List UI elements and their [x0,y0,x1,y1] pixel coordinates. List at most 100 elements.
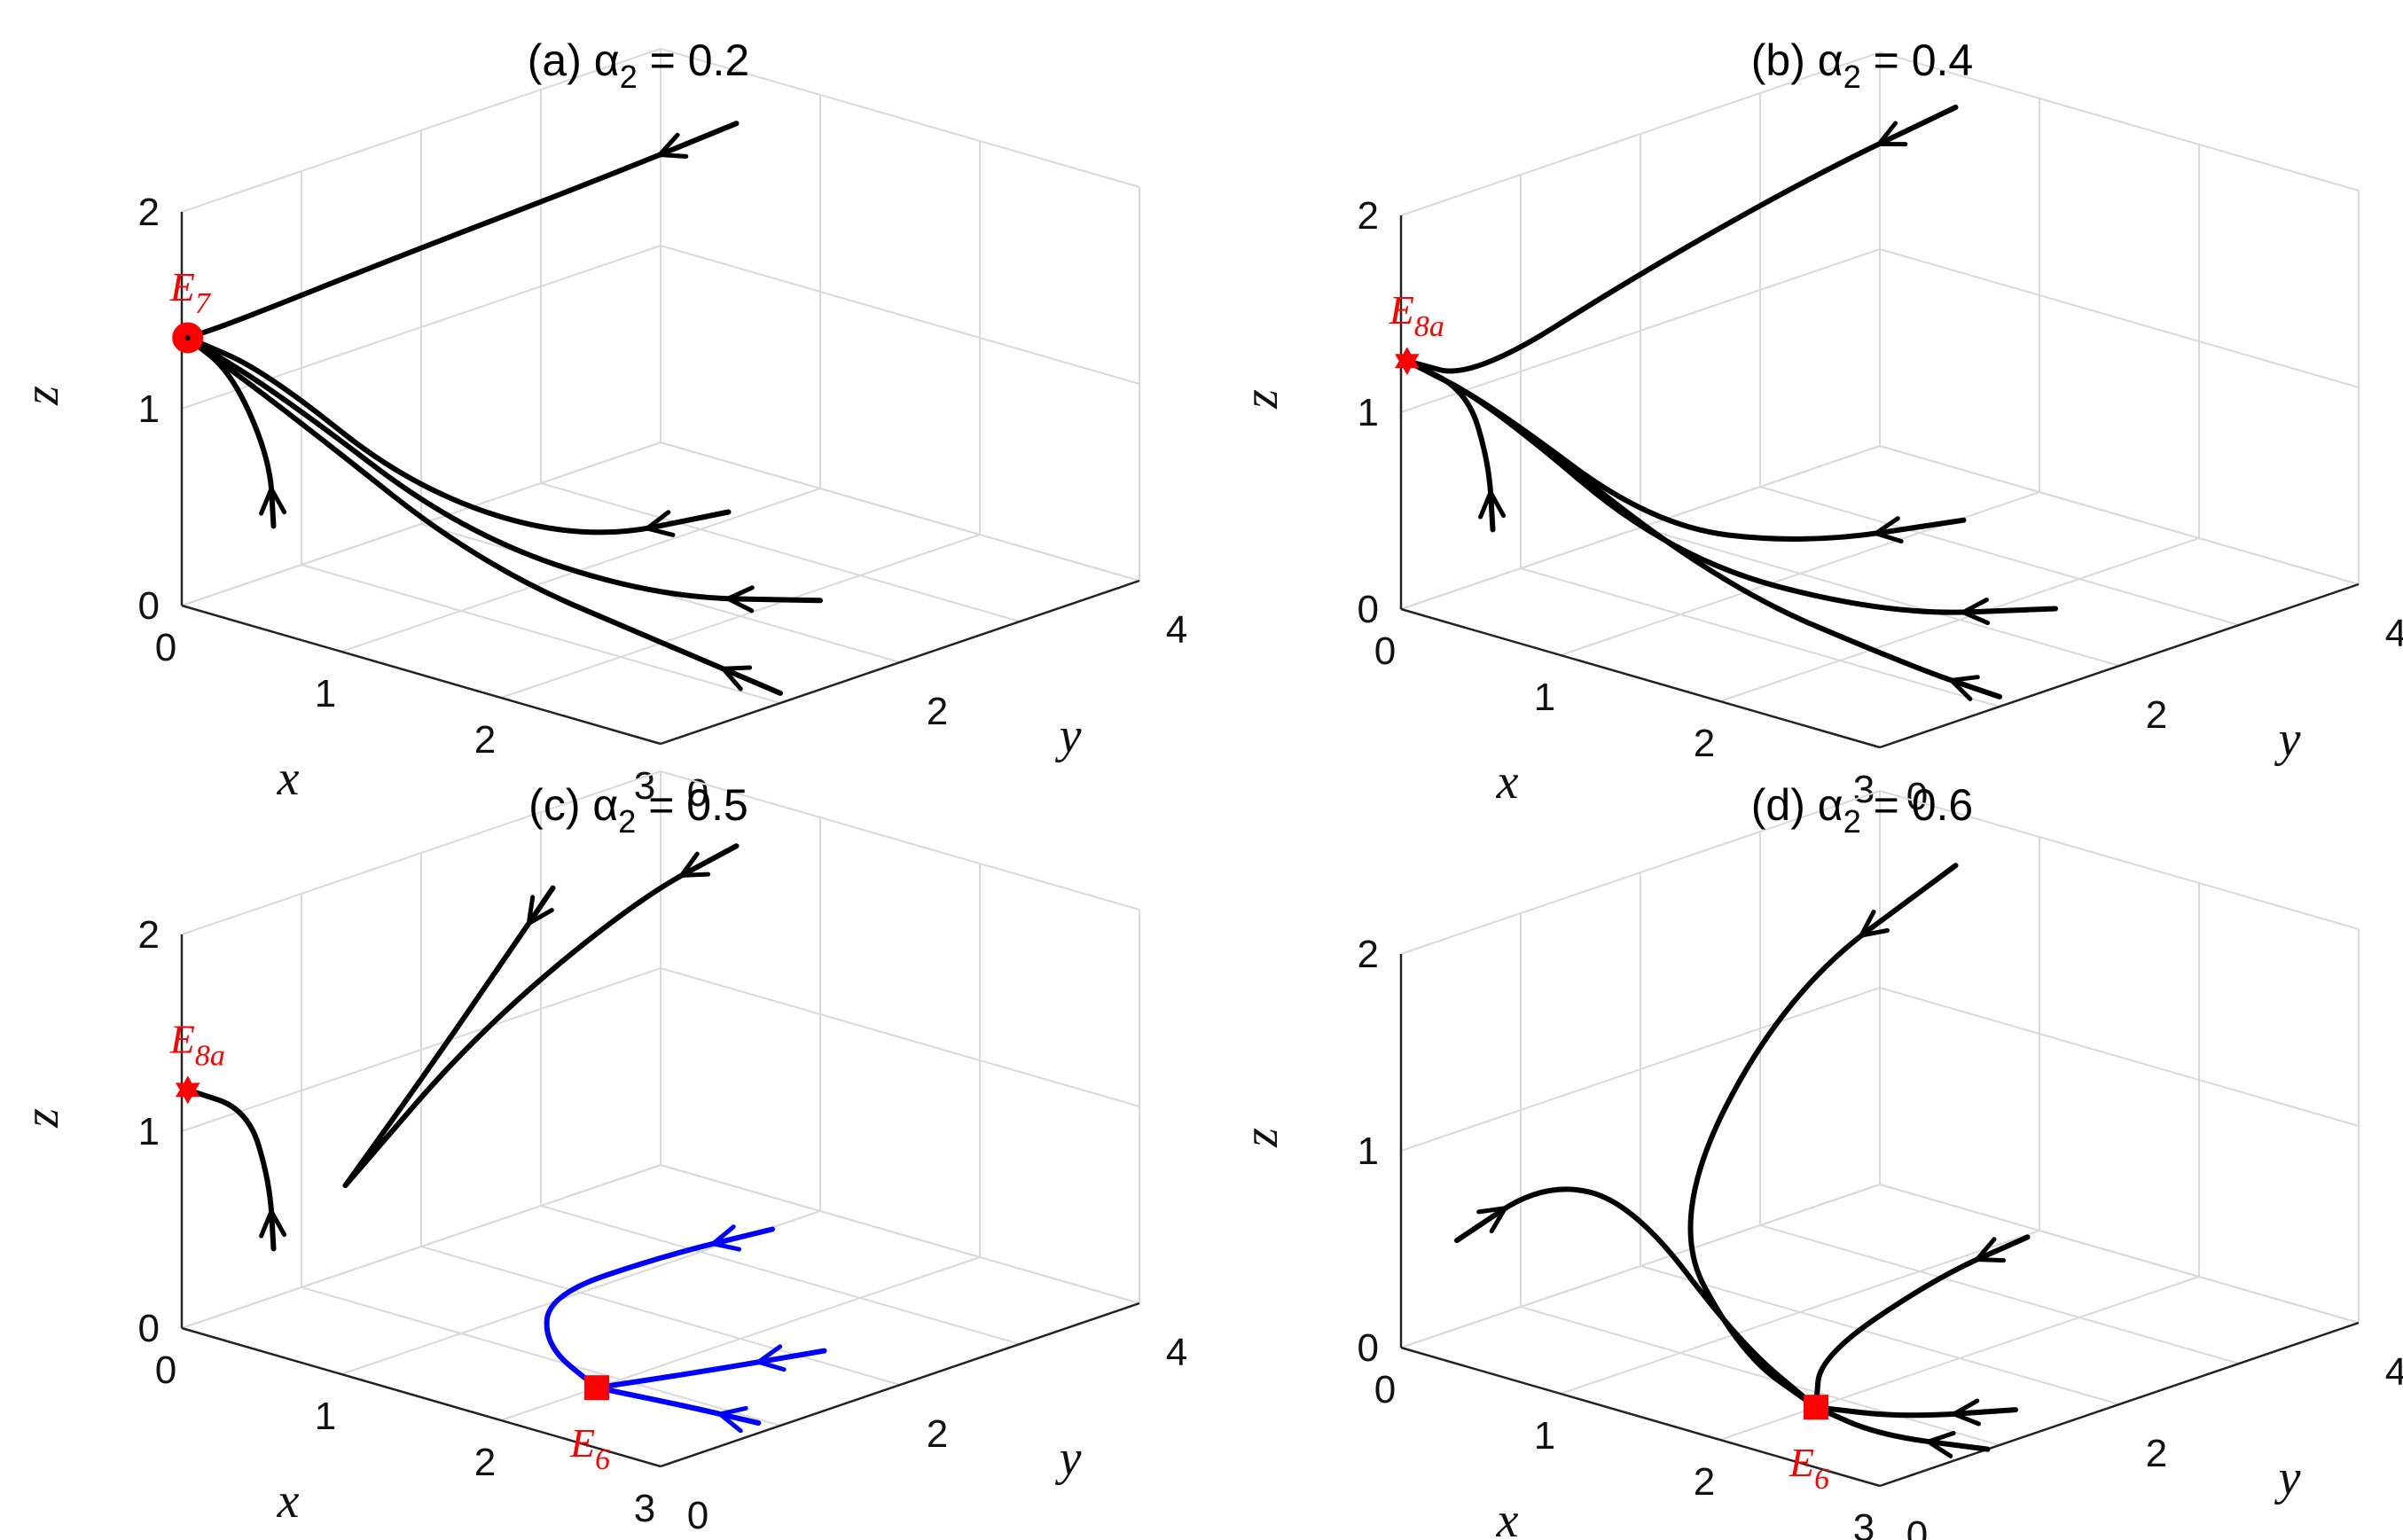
gridline [1400,51,2360,216]
grid [1400,789,2360,1487]
x-tick-label: 1 [315,1395,336,1438]
grid [181,770,1140,1467]
y-axis [660,579,1140,746]
z-tick-label: 1 [1358,391,1379,434]
trajectory-line [342,885,556,1189]
y-axis [1879,582,2360,749]
panel-title: (a) α2 = 0.2 [528,35,749,95]
z-tick-label: 1 [138,387,160,431]
x-axis-label: x [277,751,300,806]
gridline [181,1163,1140,1329]
y-axis-label: y [1055,1431,1082,1486]
y-axis-label: y [1055,708,1082,763]
trajectory-line [1404,358,2002,700]
equilibrium-marker [175,1075,200,1105]
gridline [1400,444,2360,610]
gridline [301,564,781,704]
trajectory-line [1813,1234,2031,1411]
gridline [420,1246,901,1386]
arrowhead [1857,910,1890,939]
y-axis [660,1302,1140,1468]
z-tick-label: 2 [1358,933,1379,976]
x-tick-label: 0 [1374,1368,1396,1411]
panel-title: (c) α2 = 0.5 [528,780,748,840]
gridline [1759,1224,2240,1364]
equilibrium-label: E6 [1789,1440,1829,1496]
trajectory-line [1404,105,1959,374]
equilibrium-marker [584,1375,609,1401]
arrowhead [1476,1205,1510,1234]
trajectory-line [184,121,740,340]
gridline [181,244,1140,410]
x-tick-label: 3 [634,764,655,808]
x-axis [1400,1346,1881,1488]
arrowhead [654,132,689,159]
x-tick-label: 2 [1694,722,1715,765]
x-tick-label: 2 [474,718,496,762]
x-tick-label: 3 [634,1487,655,1530]
x-axis-label: x [1496,1493,1519,1540]
gridline [181,441,1140,606]
y-tick-label: 2 [2146,693,2167,737]
y-tick-label: 2 [927,690,948,733]
arrowhead [718,665,753,692]
x-axis-label: x [277,1474,300,1528]
z-tick-label: 2 [138,913,160,957]
y-tick-label: 0 [687,1494,708,1537]
z-axis-label: z [1233,389,1288,410]
panel-d: 0 1 2 3 0 2 4 0 1 2 x y z (d) α2 = 0.6 E6 [1233,780,2403,1540]
x-tick-label: 3 [1853,1506,1875,1540]
y-tick-label: 2 [927,1412,948,1456]
z-tick-label: 1 [1358,1130,1379,1173]
trajectory-line [1813,1404,2018,1419]
trajectory-line [1454,1186,1819,1411]
y-tick-label: 2 [2146,1432,2167,1475]
x-tick-label: 0 [155,1348,176,1392]
trajectory-line [342,843,740,1189]
z-tick-label: 0 [138,584,160,628]
z-tick-label: 1 [138,1110,160,1153]
x-tick-label: 0 [155,626,176,669]
y-axis-label: y [2274,712,2301,767]
equilibrium-marker [1804,1395,1828,1420]
axes [180,212,1140,746]
x-tick-label: 1 [315,672,336,715]
axes [1399,215,2360,749]
arrowhead [753,1344,787,1372]
z-tick-label: 2 [1358,194,1379,238]
trajectory-line [184,335,277,529]
grid [1400,51,2360,748]
x-tick-label: 0 [1374,629,1396,673]
gridline [1400,789,2360,955]
y-tick-label: 4 [1166,608,1187,652]
arrowhead [1923,1431,1956,1458]
z-tick-label: 0 [1358,1326,1379,1370]
x-tick-label: 2 [1694,1460,1715,1504]
arrowhead [642,510,676,537]
z-tick-label: 0 [1358,588,1379,631]
gridline [1400,986,2360,1152]
y-axis-label: y [2274,1450,2301,1505]
equilibrium-label: E7 [169,264,212,320]
y-tick-label: 4 [1166,1331,1187,1374]
axes [180,934,1140,1468]
arrowhead [1946,675,1980,701]
y-axis [1879,1321,2360,1488]
arrowhead [1958,598,1991,626]
gridline [181,47,1140,213]
gridline [1640,1265,2120,1405]
gridline [540,1205,1021,1345]
trajectory-line [544,1226,775,1391]
equilibrium-label: E6 [569,1420,610,1476]
gridline [181,770,1140,935]
x-axis [181,604,661,746]
x-axis-label: x [1496,754,1519,809]
trajectory-line [594,1385,762,1427]
z-tick-label: 2 [138,191,160,234]
gridline [1640,527,2120,667]
z-axis-label: z [14,386,69,406]
axes [1399,954,2360,1488]
x-tick-label: 2 [474,1441,496,1484]
